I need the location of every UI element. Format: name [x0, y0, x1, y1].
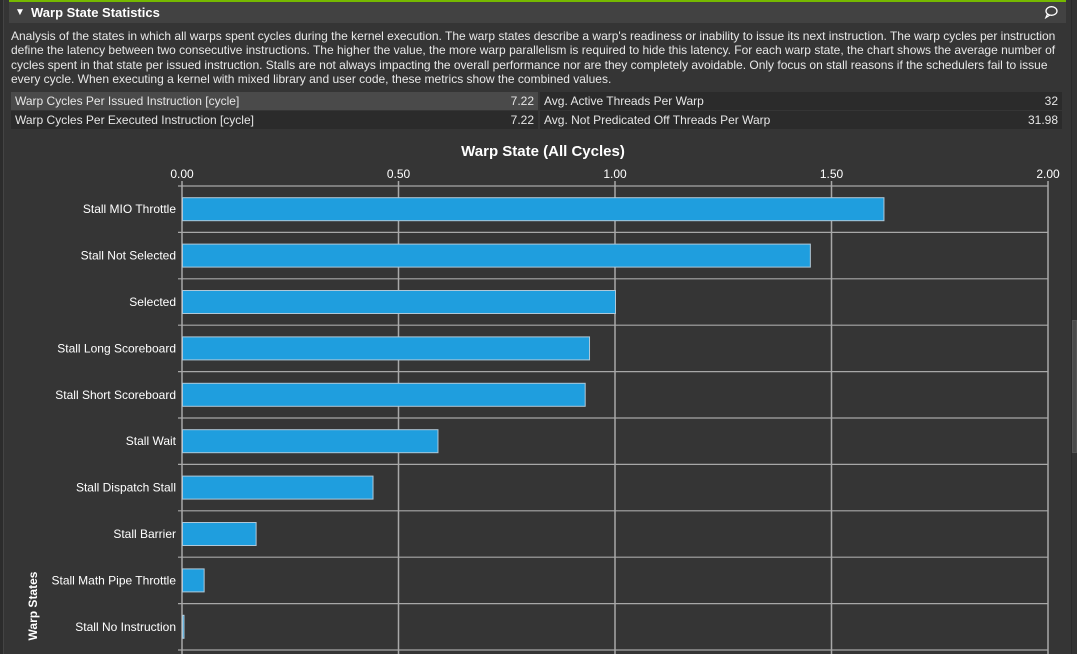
- y-category-label: Stall MIO Throttle: [83, 202, 176, 216]
- bar-stall-math-pipe-throttle: [182, 568, 205, 593]
- scrollbar-thumb[interactable]: [1072, 320, 1077, 453]
- y-category-label: Stall Short Scoreboard: [55, 388, 176, 402]
- chart-title: Warp State (All Cycles): [461, 143, 625, 160]
- metrics-table: Warp Cycles Per Issued Instruction [cycl…: [11, 92, 1062, 129]
- y-category-label: Stall Dispatch Stall: [76, 481, 176, 495]
- section-accent-line: [9, 0, 1066, 2]
- metric-value: 7.22: [510, 94, 534, 108]
- metric-label: Avg. Not Predicated Off Threads Per Warp: [544, 113, 771, 127]
- metric-value: 7.22: [510, 113, 534, 127]
- metric-value: 31.98: [1027, 113, 1058, 127]
- bar-selected: [182, 290, 616, 314]
- x-tick-label: 0.50: [387, 167, 411, 181]
- metric-value: 32: [1044, 94, 1058, 108]
- y-category-label: Selected: [129, 295, 176, 309]
- y-axis-label: Warp States: [26, 571, 40, 640]
- metric-label: Warp Cycles Per Executed Instruction [cy…: [15, 113, 254, 127]
- panel-edge: [0, 0, 4, 654]
- metric-label: Avg. Active Threads Per Warp: [544, 94, 704, 108]
- bar-stall-barrier: [182, 522, 257, 546]
- metrics-row: Warp Cycles Per Executed Instruction [cy…: [11, 111, 1062, 129]
- section-title: Warp State Statistics: [31, 5, 160, 20]
- bar-stall-wait: [182, 429, 439, 454]
- x-tick-label: 0.00: [170, 167, 194, 181]
- bar-stall-dispatch-stall: [182, 475, 374, 500]
- bar-stall-not-selected: [182, 243, 811, 268]
- y-category-label: Stall Math Pipe Throttle: [51, 573, 176, 587]
- bar-stall-no-instruction: [182, 614, 185, 639]
- triangle-down-icon[interactable]: ▼: [15, 7, 25, 18]
- y-category-label: Stall Not Selected: [81, 249, 176, 263]
- bar-stall-mio-throttle: [182, 197, 885, 222]
- y-category-label: Stall Long Scoreboard: [57, 341, 176, 355]
- x-tick-label: 2.00: [1036, 167, 1060, 181]
- speech-bubble-icon[interactable]: [1044, 5, 1058, 19]
- section-description: Analysis of the states in which all warp…: [11, 29, 1056, 86]
- y-category-label: Stall No Instruction: [75, 620, 176, 634]
- metric-label: Warp Cycles Per Issued Instruction [cycl…: [15, 94, 240, 108]
- y-category-label: Stall Barrier: [113, 527, 176, 541]
- x-tick-label: 1.00: [603, 167, 627, 181]
- metrics-row: Warp Cycles Per Issued Instruction [cycl…: [11, 92, 1062, 110]
- x-tick-label: 1.50: [820, 167, 844, 181]
- bar-stall-short-scoreboard: [182, 382, 586, 407]
- section-header[interactable]: ▼ Warp State Statistics: [9, 2, 1066, 23]
- warp-state-chart: Warp State (All Cycles) Warp States 0.00…: [26, 143, 1060, 654]
- y-category-label: Stall Wait: [126, 434, 177, 448]
- bar-stall-long-scoreboard: [182, 336, 591, 361]
